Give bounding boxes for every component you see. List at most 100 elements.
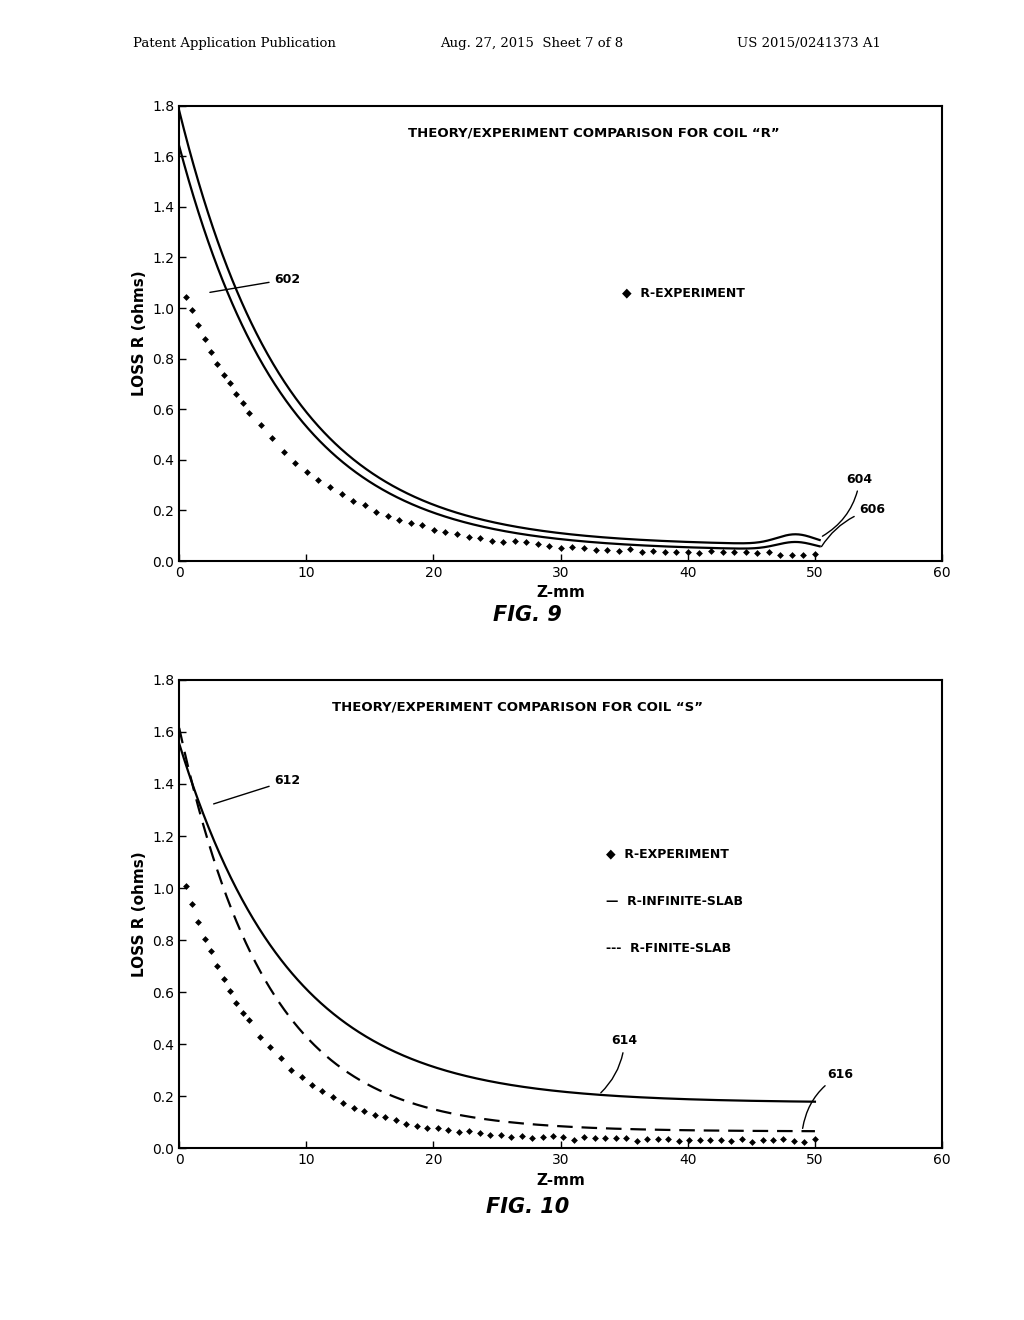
X-axis label: Z-mm: Z-mm bbox=[537, 1172, 585, 1188]
Text: FIG. 10: FIG. 10 bbox=[485, 1197, 569, 1217]
Point bbox=[553, 537, 569, 558]
Point bbox=[314, 1081, 331, 1102]
Text: Aug. 27, 2015  Sheet 7 of 8: Aug. 27, 2015 Sheet 7 of 8 bbox=[440, 37, 624, 50]
Point bbox=[518, 532, 535, 553]
Point bbox=[241, 403, 257, 424]
Text: 602: 602 bbox=[210, 273, 301, 292]
Point bbox=[761, 541, 777, 562]
Point bbox=[555, 1126, 571, 1147]
Point bbox=[726, 541, 742, 562]
Point bbox=[691, 1130, 708, 1151]
Point bbox=[783, 544, 800, 565]
Text: ◆  R-EXPERIMENT: ◆ R-EXPERIMENT bbox=[606, 847, 729, 861]
Point bbox=[419, 1118, 435, 1139]
Point bbox=[356, 495, 373, 516]
Point bbox=[414, 515, 430, 536]
Point bbox=[599, 539, 615, 560]
Point bbox=[264, 428, 281, 449]
Point bbox=[493, 1125, 509, 1146]
Point bbox=[807, 1129, 823, 1150]
Point bbox=[656, 541, 673, 562]
Point bbox=[197, 928, 213, 949]
Point bbox=[535, 1127, 551, 1148]
Point bbox=[334, 483, 350, 504]
Point bbox=[629, 1130, 645, 1151]
Point bbox=[429, 1117, 445, 1138]
Point bbox=[681, 1130, 697, 1151]
Point bbox=[807, 544, 823, 565]
Point bbox=[482, 1125, 499, 1146]
Text: 616: 616 bbox=[803, 1068, 854, 1129]
Point bbox=[228, 383, 245, 404]
Text: 604: 604 bbox=[822, 473, 872, 536]
Point bbox=[368, 502, 384, 523]
Text: Patent Application Publication: Patent Application Publication bbox=[133, 37, 336, 50]
Point bbox=[272, 1047, 289, 1068]
Point bbox=[772, 544, 788, 565]
Text: 606: 606 bbox=[821, 503, 886, 546]
Point bbox=[575, 539, 592, 560]
Point bbox=[755, 1130, 771, 1151]
Point bbox=[723, 1131, 739, 1152]
Point bbox=[440, 1119, 457, 1140]
Text: FIG. 9: FIG. 9 bbox=[493, 605, 562, 624]
Point bbox=[437, 521, 454, 543]
Point bbox=[529, 533, 546, 554]
Point bbox=[541, 536, 557, 557]
Point bbox=[503, 1126, 519, 1147]
Point bbox=[597, 1127, 613, 1148]
Point bbox=[796, 545, 812, 566]
Point bbox=[461, 527, 477, 548]
Point bbox=[222, 981, 239, 1002]
Point bbox=[377, 1106, 393, 1127]
Point bbox=[293, 1067, 309, 1088]
Point bbox=[335, 1093, 351, 1114]
Point bbox=[660, 1129, 677, 1150]
Point bbox=[639, 1129, 655, 1150]
Point bbox=[691, 543, 708, 564]
Point bbox=[391, 510, 408, 531]
Y-axis label: LOSS R (ohms): LOSS R (ohms) bbox=[132, 851, 146, 977]
Text: 614: 614 bbox=[601, 1035, 638, 1093]
Text: —  R-INFINITE-SLAB: — R-INFINITE-SLAB bbox=[606, 895, 743, 908]
Text: THEORY/EXPERIMENT COMPARISON FOR COIL “S”: THEORY/EXPERIMENT COMPARISON FOR COIL “S… bbox=[332, 701, 702, 714]
Point bbox=[588, 540, 604, 561]
Point bbox=[325, 1086, 341, 1107]
Point bbox=[785, 1131, 802, 1152]
Text: THEORY/EXPERIMENT COMPARISON FOR COIL “R”: THEORY/EXPERIMENT COMPARISON FOR COIL “R… bbox=[408, 127, 779, 139]
Point bbox=[471, 1122, 487, 1143]
Text: ---  R-FINITE-SLAB: --- R-FINITE-SLAB bbox=[606, 941, 731, 954]
Point bbox=[483, 531, 500, 552]
Point bbox=[367, 1104, 383, 1125]
Point bbox=[346, 1097, 362, 1118]
Point bbox=[310, 470, 327, 491]
Point bbox=[190, 912, 207, 933]
Point bbox=[671, 1131, 687, 1152]
Point bbox=[177, 875, 194, 896]
Point bbox=[607, 1127, 624, 1148]
Point bbox=[345, 490, 361, 511]
Point bbox=[715, 541, 731, 562]
Point bbox=[241, 1010, 257, 1031]
Point bbox=[398, 1113, 415, 1134]
Point bbox=[228, 993, 245, 1014]
Point bbox=[262, 1036, 279, 1057]
Point bbox=[737, 541, 754, 562]
Point bbox=[702, 541, 719, 562]
Point bbox=[775, 1129, 792, 1150]
Point bbox=[234, 1002, 251, 1023]
Point bbox=[610, 541, 627, 562]
Point bbox=[618, 1127, 635, 1148]
Point bbox=[645, 540, 662, 561]
Point bbox=[765, 1130, 781, 1151]
Point bbox=[183, 894, 200, 915]
Point bbox=[203, 342, 219, 363]
Point bbox=[356, 1100, 373, 1121]
Point bbox=[634, 541, 650, 562]
Point bbox=[743, 1131, 760, 1152]
Y-axis label: LOSS R (ohms): LOSS R (ohms) bbox=[132, 271, 146, 396]
Point bbox=[209, 956, 225, 977]
Point bbox=[587, 1127, 603, 1148]
Point bbox=[177, 286, 194, 308]
Point bbox=[669, 541, 685, 562]
